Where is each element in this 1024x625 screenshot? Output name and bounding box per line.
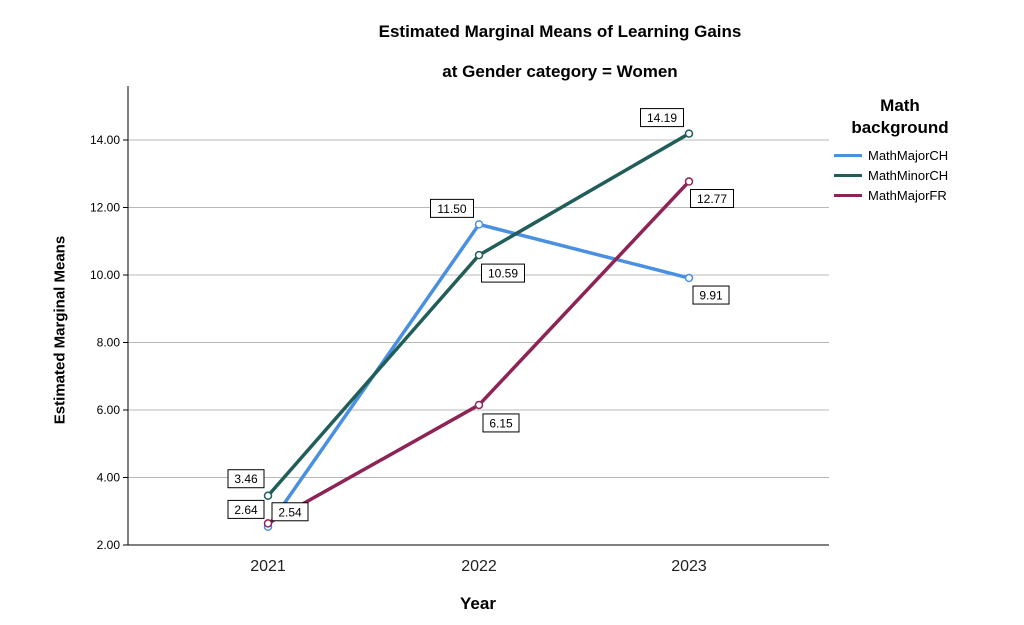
series-line-mathmajorch xyxy=(266,222,690,528)
data-point-mathminorch xyxy=(263,491,273,500)
series-line-mathminorch xyxy=(266,132,690,497)
legend-label-mathmajorch: MathMajorCH xyxy=(868,147,949,163)
legend-swatch-mathminorch xyxy=(834,173,862,177)
legend-swatch-mathmajorch xyxy=(834,153,862,157)
legend-item-mathminorch: MathMinorCH xyxy=(834,166,948,184)
data-point-mathmajorch xyxy=(474,220,484,229)
chart-subtitle: at Gender category = Women xyxy=(442,62,678,81)
y-tick-label: 6.00 xyxy=(97,403,121,417)
data-label-box xyxy=(482,413,520,433)
data-label: 2.54 xyxy=(278,505,302,519)
data-label: 14.19 xyxy=(647,111,677,125)
data-label-box xyxy=(692,285,730,305)
data-label: 12.77 xyxy=(697,192,727,206)
data-label: 10.59 xyxy=(488,267,518,281)
y-tick-label: 2.00 xyxy=(97,538,121,552)
data-label: 2.64 xyxy=(234,503,258,517)
data-point-mathmajorfr xyxy=(263,519,273,528)
chart-title: Estimated Marginal Means of Learning Gai… xyxy=(378,22,742,41)
data-label-box xyxy=(481,263,525,283)
legend-label-mathminorch: MathMinorCH xyxy=(868,167,949,183)
x-tick-label: 2021 xyxy=(250,558,286,575)
x-axis-label: Year xyxy=(460,594,496,613)
y-tick-label: 14.00 xyxy=(90,133,120,147)
data-point-mathmajorfr xyxy=(684,177,694,186)
y-axis-label: Estimated Marginal Means xyxy=(51,235,69,425)
data-label-box xyxy=(640,108,684,128)
legend-title: Math background xyxy=(851,96,949,137)
legend-item-mathmajorfr: MathMajorFR xyxy=(834,186,947,204)
legend-swatch-mathmajorfr xyxy=(834,193,862,197)
legend-item-mathmajorch: MathMajorCH xyxy=(834,146,948,164)
x-tick-label: 2022 xyxy=(461,558,497,575)
data-point-mathmajorch xyxy=(684,273,694,283)
data-label-box xyxy=(430,198,474,218)
x-tick-label: 2023 xyxy=(671,558,707,575)
data-label-box xyxy=(227,499,265,519)
y-tick-label: 4.00 xyxy=(97,471,121,485)
y-tick-label: 8.00 xyxy=(97,336,121,350)
data-label: 6.15 xyxy=(489,416,513,430)
data-point-mathminorch xyxy=(474,250,484,260)
y-tick-label: 10.00 xyxy=(90,268,120,282)
data-point-mathmajorfr xyxy=(474,400,484,410)
y-tick-label: 12.00 xyxy=(90,201,120,215)
legend-label-mathmajorfr: MathMajorFR xyxy=(868,187,947,203)
data-label: 3.46 xyxy=(234,472,258,486)
data-label-box xyxy=(227,469,265,489)
data-label: 9.91 xyxy=(699,289,723,303)
data-label-box xyxy=(271,502,309,522)
data-point-mathminorch xyxy=(684,129,694,138)
data-label-box xyxy=(690,189,734,209)
data-label: 11.50 xyxy=(437,202,466,216)
series-line-mathmajorfr xyxy=(267,180,691,525)
